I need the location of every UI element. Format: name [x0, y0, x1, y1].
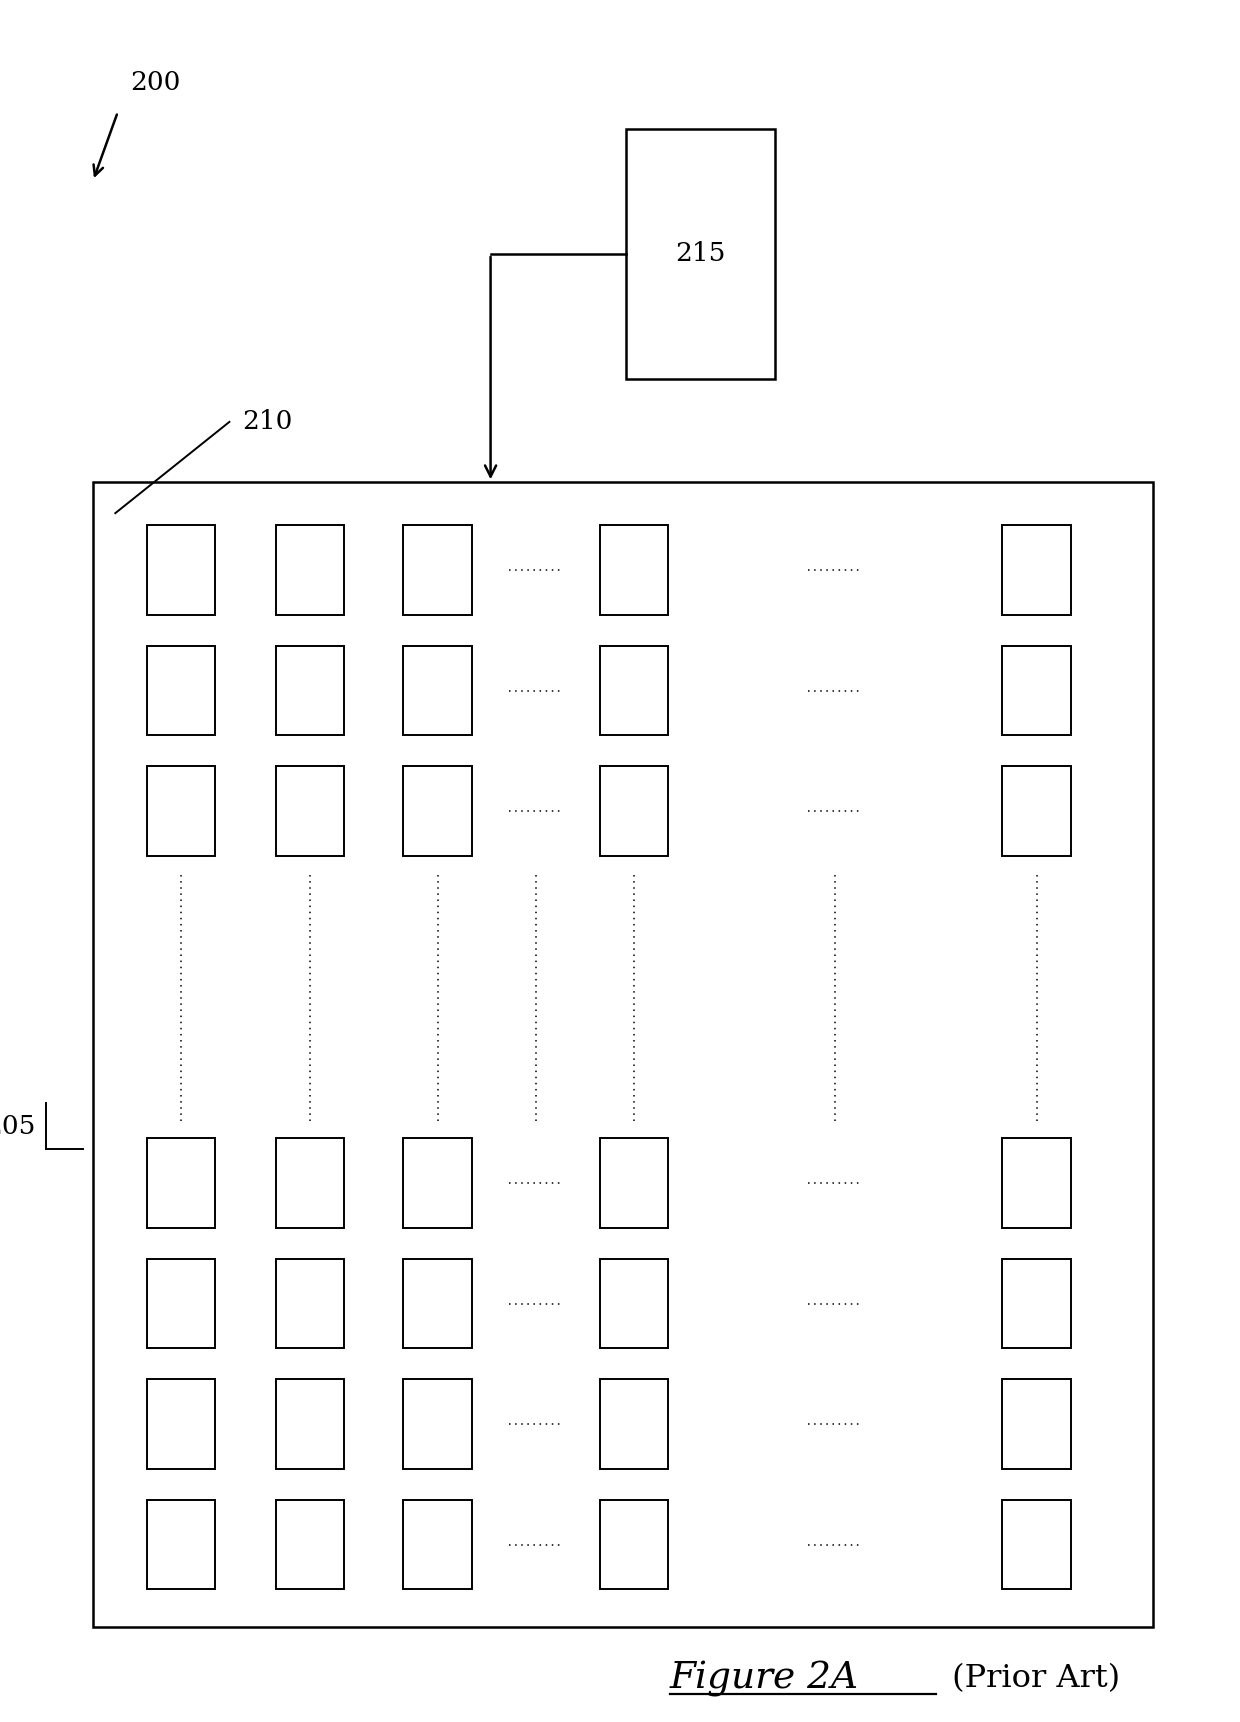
Bar [600, 1259, 668, 1348]
Bar [600, 525, 668, 615]
Bar [146, 646, 215, 735]
Bar [277, 766, 345, 856]
Bar [600, 646, 668, 735]
Bar [277, 1259, 345, 1348]
Bar [277, 1500, 345, 1589]
Bar [403, 1379, 471, 1469]
Bar [403, 525, 471, 615]
Bar [600, 1500, 668, 1589]
Bar [146, 1138, 215, 1228]
Bar [146, 525, 215, 615]
Bar [626, 129, 775, 379]
Bar [277, 525, 345, 615]
Bar [600, 1138, 668, 1228]
Text: (Prior Art): (Prior Art) [942, 1663, 1121, 1694]
Bar [146, 1259, 215, 1348]
Bar [403, 1259, 471, 1348]
Text: 210: 210 [242, 410, 293, 434]
Text: 215: 215 [676, 241, 725, 267]
Bar [1002, 1500, 1070, 1589]
Bar [277, 1379, 345, 1469]
Bar [1002, 766, 1070, 856]
Bar [1002, 1259, 1070, 1348]
Bar [1002, 646, 1070, 735]
Bar [403, 766, 471, 856]
Bar [403, 646, 471, 735]
Bar [277, 646, 345, 735]
Bar [146, 1500, 215, 1589]
Bar [146, 1379, 215, 1469]
Text: 205: 205 [0, 1114, 36, 1140]
Bar [277, 1138, 345, 1228]
Bar [1002, 1138, 1070, 1228]
Bar [403, 1500, 471, 1589]
Bar [1002, 1379, 1070, 1469]
Bar [1002, 525, 1070, 615]
Bar [600, 766, 668, 856]
Bar [93, 482, 1153, 1627]
Bar [403, 1138, 471, 1228]
Bar [600, 1379, 668, 1469]
Text: Figure 2A: Figure 2A [670, 1662, 859, 1696]
Bar [146, 766, 215, 856]
Text: 200: 200 [130, 71, 181, 95]
